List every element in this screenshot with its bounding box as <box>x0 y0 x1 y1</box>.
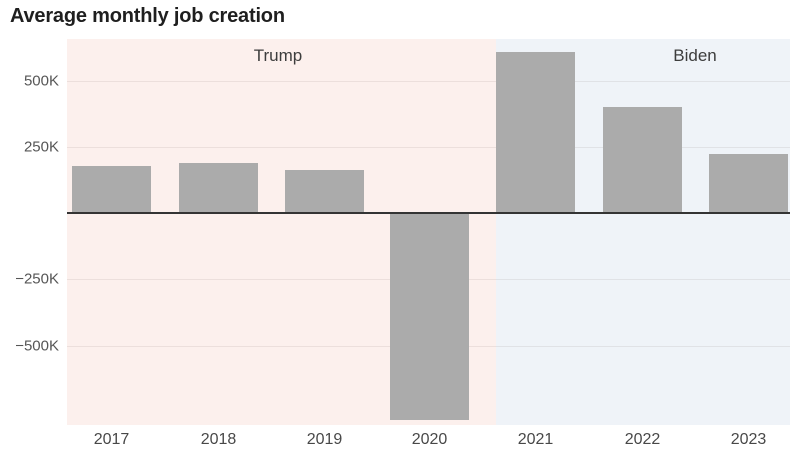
bar-2020 <box>390 213 469 420</box>
x-tick-label-2020: 2020 <box>411 431 448 448</box>
y-tick-label-−500K: −500K <box>15 337 59 354</box>
bar-2023 <box>709 153 788 213</box>
gridline-500K <box>67 80 790 82</box>
x-tick-label-2022: 2022 <box>624 431 661 448</box>
bar-2022 <box>603 107 682 213</box>
bar-2021 <box>496 51 575 213</box>
y-tick-label-500K: 500K <box>23 72 59 89</box>
biden-era-label: Biden <box>673 46 717 65</box>
bar-2019 <box>285 169 364 213</box>
x-tick-label-2023: 2023 <box>730 431 767 448</box>
x-tick-label-2018: 2018 <box>200 431 237 448</box>
bar-2018 <box>179 162 258 213</box>
gridline-250K <box>67 146 790 148</box>
x-tick-label-2017: 2017 <box>93 431 130 448</box>
chart-title: Average monthly job creation <box>10 5 285 27</box>
x-tick-label-2019: 2019 <box>306 431 343 448</box>
y-tick-label-250K: 250K <box>23 138 59 156</box>
zero-axis-line <box>67 212 790 214</box>
y-tick-label-−250K: −250K <box>15 270 59 288</box>
plot-area: Trump Biden <box>67 39 790 425</box>
x-tick-label-2021: 2021 <box>517 431 554 448</box>
trump-era-label: Trump <box>253 46 303 65</box>
bar-2017 <box>72 165 151 213</box>
